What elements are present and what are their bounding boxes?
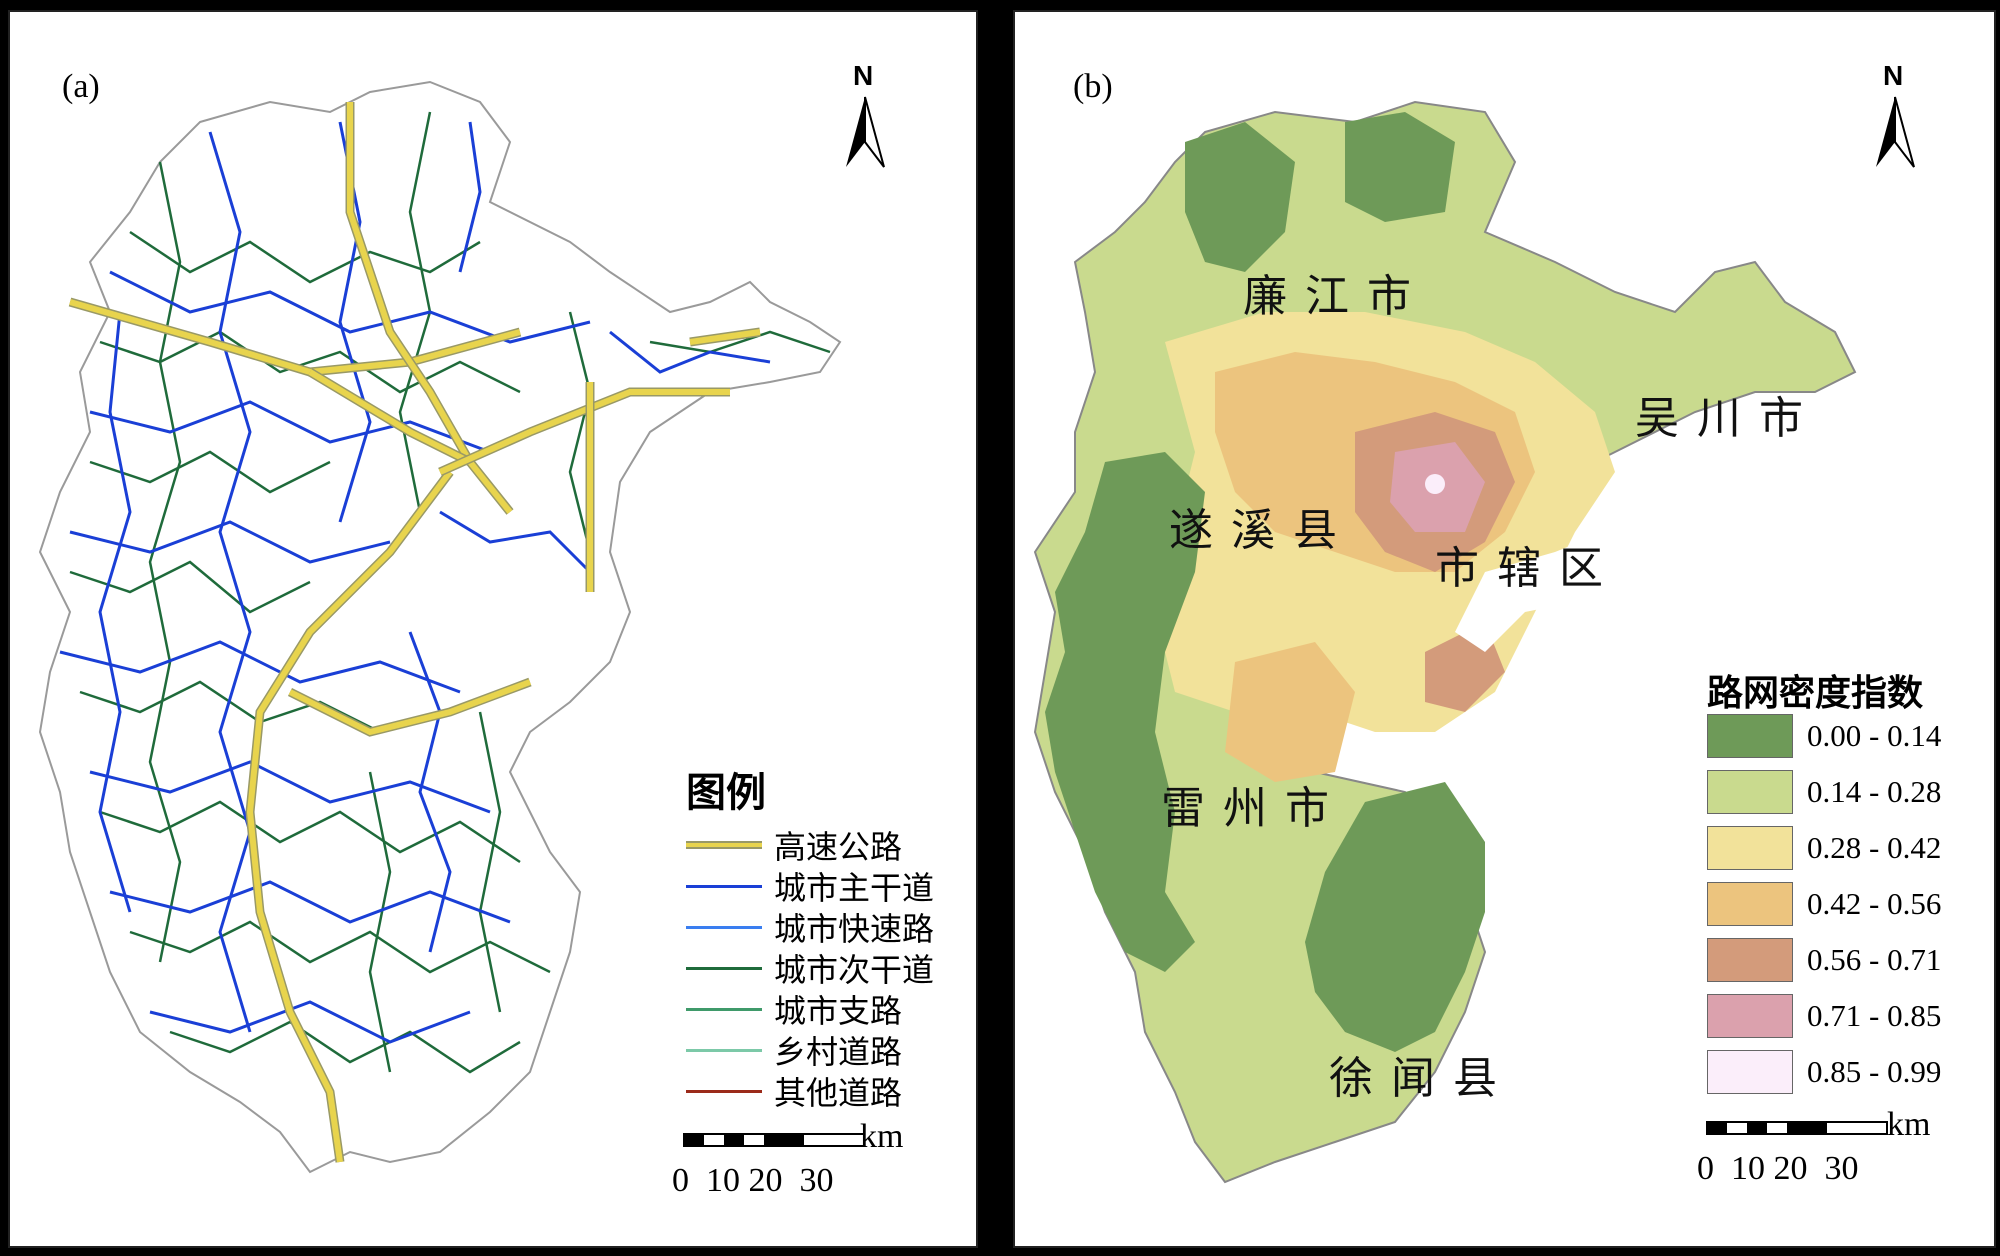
scale-ticks-a: 0 10 20 30 xyxy=(672,1162,834,1199)
legend-color-swatch xyxy=(1707,826,1793,870)
density-zone-085 xyxy=(1425,474,1445,494)
legend-item-label: 城市主干道 xyxy=(774,869,935,907)
low-density-west xyxy=(1045,452,1205,972)
secondary-road-network xyxy=(69,111,831,1074)
legend-title-a: 图例 xyxy=(686,770,766,816)
scale-unit-a: km xyxy=(860,1118,904,1155)
legend-color-swatch xyxy=(1707,714,1793,758)
legend-line-swatch xyxy=(686,843,762,847)
density-map-panel: (b) N 廉江市 吴川市 遂溪县 市辖区 雷州市 徐闻县 路网密度指数 0.0… xyxy=(1013,10,1996,1248)
legend-color-swatch xyxy=(1707,994,1793,1038)
legend-color-swatch xyxy=(1707,938,1793,982)
low-density-southeast xyxy=(1305,782,1485,1052)
legend-range-label: 0.56 - 0.71 xyxy=(1807,942,1942,977)
legend-item-density: 0.71 - 0.85 xyxy=(1707,994,1941,1038)
legend-range-label: 0.28 - 0.42 xyxy=(1807,830,1942,865)
legend-item-road: 其他道路 xyxy=(686,1068,902,1114)
legend-range-label: 0.85 - 0.99 xyxy=(1807,1054,1942,1089)
legend-line-swatch xyxy=(686,1048,762,1052)
low-density-north xyxy=(1345,112,1455,222)
region-label-xuwen: 徐闻县 xyxy=(1329,1053,1515,1104)
legend-range-label: 0.14 - 0.28 xyxy=(1807,774,1942,809)
legend-item-density: 0.28 - 0.42 xyxy=(1707,826,1941,870)
north-arrow-icon xyxy=(1876,96,1915,168)
region-label-wuchuan: 吴川市 xyxy=(1635,393,1821,444)
density-zone-042-south xyxy=(1225,642,1355,782)
north-label-b: N xyxy=(1883,60,1904,91)
road-network-map xyxy=(38,80,885,1174)
legend-item-label: 城市支路 xyxy=(774,992,903,1030)
panel-label-b: (b) xyxy=(1073,68,1113,105)
legend-line-swatch xyxy=(686,1007,762,1011)
road-network-map-panel: (a) N 图例 高速公路 城市主干道 城市快速路 城市次干道 城市支路 乡村道路 其他道路… xyxy=(8,10,978,1248)
north-label-a: N xyxy=(853,60,874,91)
region-label-leizhou: 雷州市 xyxy=(1161,783,1347,834)
scale-ticks-b: 0 10 20 30 xyxy=(1697,1150,1859,1187)
north-arrow-icon xyxy=(846,96,885,168)
legend-color-swatch xyxy=(1707,1050,1793,1094)
low-density-northwest xyxy=(1185,122,1295,272)
legend-item-road: 乡村道路 xyxy=(686,1027,902,1073)
road-density-map xyxy=(1033,96,1915,1184)
legend-item-density: 0.56 - 0.71 xyxy=(1707,938,1941,982)
legend-color-swatch xyxy=(1707,882,1793,926)
region-label-shixiaqu: 市辖区 xyxy=(1435,543,1621,594)
legend-item-road: 城市支路 xyxy=(686,986,902,1032)
legend-item-label: 城市快速路 xyxy=(774,910,935,948)
legend-item-road: 城市次干道 xyxy=(686,945,934,991)
region-label-suixi: 遂溪县 xyxy=(1169,505,1355,556)
legend-range-label: 0.00 - 0.14 xyxy=(1807,718,1942,753)
legend-range-label: 0.71 - 0.85 xyxy=(1807,998,1942,1033)
legend-item-density: 0.14 - 0.28 xyxy=(1707,770,1941,814)
scale-bar-b xyxy=(1706,1121,1888,1135)
legend-range-label: 0.42 - 0.56 xyxy=(1807,886,1942,921)
legend-item-label: 乡村道路 xyxy=(774,1033,903,1071)
bay-water xyxy=(1455,532,1625,652)
scale-bar-a xyxy=(683,1133,865,1147)
legend-color-swatch xyxy=(1707,770,1793,814)
legend-item-density: 0.42 - 0.56 xyxy=(1707,882,1941,926)
legend-line-swatch xyxy=(686,966,762,970)
legend-line-swatch xyxy=(686,925,762,929)
legend-item-density: 0.00 - 0.14 xyxy=(1707,714,1941,758)
legend-item-label: 其他道路 xyxy=(774,1074,903,1112)
legend-title-b: 路网密度指数 xyxy=(1707,673,1924,714)
expressway-network xyxy=(68,102,761,1163)
legend-item-road: 城市快速路 xyxy=(686,904,934,950)
legend-item-label: 高速公路 xyxy=(774,828,903,866)
scale-unit-b: km xyxy=(1887,1106,1931,1143)
legend-line-swatch xyxy=(686,884,762,888)
legend-item-density: 0.85 - 0.99 xyxy=(1707,1050,1941,1094)
region-label-lianjiang: 廉江市 xyxy=(1243,271,1429,322)
panel-label-a: (a) xyxy=(62,68,100,105)
legend-item-road: 高速公路 xyxy=(686,822,902,868)
legend-item-label: 城市次干道 xyxy=(774,951,935,989)
legend-line-swatch xyxy=(686,1089,762,1093)
legend-item-road: 城市主干道 xyxy=(686,863,934,909)
